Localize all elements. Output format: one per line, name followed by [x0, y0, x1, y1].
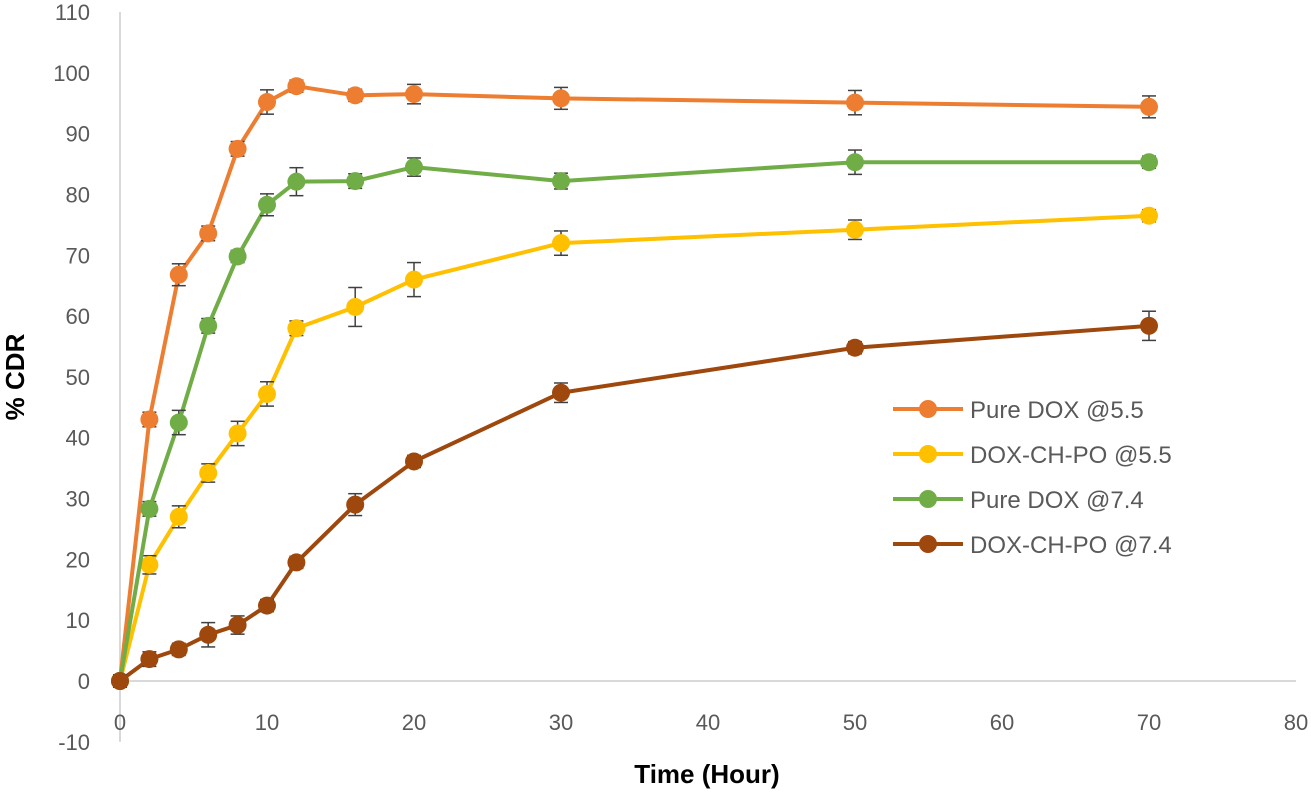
- data-point: [169, 265, 188, 284]
- y-tick-label: 90: [66, 122, 90, 147]
- data-point: [199, 464, 218, 483]
- series-4: [111, 310, 1158, 690]
- data-point: [552, 234, 570, 253]
- data-point: [287, 77, 306, 96]
- data-point: [140, 499, 159, 518]
- data-point: [346, 172, 365, 191]
- data-point: [287, 172, 306, 191]
- data-point: [140, 650, 159, 669]
- y-tick-label: 60: [66, 304, 90, 329]
- y-tick-label: 80: [66, 182, 90, 207]
- series-group: [111, 77, 1158, 690]
- data-point: [287, 553, 306, 572]
- data-point: [287, 319, 306, 338]
- data-point: [846, 220, 864, 239]
- data-point: [846, 93, 864, 112]
- legend-marker: [919, 445, 937, 463]
- data-point: [140, 410, 159, 429]
- x-tick-label: 30: [549, 710, 573, 735]
- data-point: [199, 224, 218, 243]
- data-point: [346, 495, 365, 514]
- data-point: [169, 640, 188, 659]
- data-point: [1140, 206, 1158, 225]
- data-point: [258, 93, 276, 112]
- data-point: [228, 616, 247, 635]
- y-tick-label: 40: [66, 426, 90, 451]
- x-tick-label: 40: [696, 710, 720, 735]
- data-point: [258, 195, 276, 214]
- y-axis-title: % CDR: [0, 333, 30, 420]
- tick-labels: -10 0 10 20 30 40 50 60 70 80 90 100 110 0 10 20 30 40 50 6…: [53, 0, 1308, 755]
- series-2: [111, 206, 1158, 690]
- y-tick-label: -10: [58, 730, 90, 755]
- data-point: [405, 270, 423, 289]
- data-point: [228, 139, 247, 158]
- data-point: [169, 413, 188, 432]
- legend-label: DOX-CH-PO @5.5: [970, 442, 1172, 469]
- x-tick-label: 0: [114, 710, 126, 735]
- data-point: [1140, 97, 1158, 116]
- x-tick-label: 60: [990, 710, 1014, 735]
- data-point: [1140, 316, 1158, 335]
- series-line: [118, 213, 1150, 682]
- x-axis-title: Time (Hour): [634, 759, 779, 789]
- data-point: [169, 507, 188, 526]
- legend-marker: [919, 400, 937, 418]
- data-point: [258, 384, 276, 403]
- data-point: [258, 596, 276, 615]
- data-point: [199, 625, 218, 644]
- y-tick-label: 70: [66, 243, 90, 268]
- series-line: [118, 160, 1149, 682]
- y-tick-label: 20: [66, 547, 90, 572]
- x-tick-label: 20: [402, 710, 426, 735]
- series-1: [111, 77, 1158, 690]
- data-point: [552, 172, 570, 191]
- data-point: [1140, 153, 1158, 172]
- y-tick-label: 0: [78, 669, 90, 694]
- legend: Pure DOX @5.5 DOX-CH-PO @5.5 Pure DOX @7.4…: [893, 397, 1172, 559]
- x-tick-label: 70: [1137, 710, 1161, 735]
- data-point: [405, 85, 423, 104]
- axes: [119, 12, 1296, 742]
- data-point: [199, 316, 218, 335]
- legend-item: DOX-CH-PO @7.4: [893, 532, 1172, 559]
- x-tick-label: 10: [255, 710, 279, 735]
- data-point: [228, 247, 247, 266]
- data-point: [405, 158, 423, 177]
- y-tick-label: 10: [66, 608, 90, 633]
- data-point: [346, 86, 365, 105]
- x-tick-label: 50: [843, 710, 867, 735]
- legend-marker: [919, 535, 937, 553]
- y-tick-label: 50: [66, 365, 90, 390]
- data-point: [228, 424, 247, 443]
- y-tick-label: 110: [55, 0, 90, 25]
- x-tick-label: 80: [1284, 710, 1308, 735]
- legend-label: DOX-CH-PO @7.4: [970, 532, 1172, 559]
- y-tick-label: 100: [53, 61, 90, 86]
- data-point: [405, 452, 423, 471]
- legend-marker: [919, 490, 937, 508]
- legend-label: Pure DOX @5.5: [970, 397, 1144, 424]
- data-point: [140, 555, 159, 574]
- legend-label: Pure DOX @7.4: [970, 487, 1144, 514]
- data-point: [846, 338, 864, 357]
- data-point: [846, 153, 864, 172]
- series-line: [118, 84, 1150, 682]
- legend-item: Pure DOX @7.4: [893, 487, 1144, 514]
- data-point: [111, 672, 129, 690]
- legend-item: DOX-CH-PO @5.5: [893, 442, 1172, 469]
- data-point: [552, 89, 570, 108]
- data-point: [552, 383, 570, 402]
- data-point: [346, 297, 365, 316]
- y-tick-label: 30: [66, 487, 90, 512]
- legend-item: Pure DOX @5.5: [893, 397, 1144, 424]
